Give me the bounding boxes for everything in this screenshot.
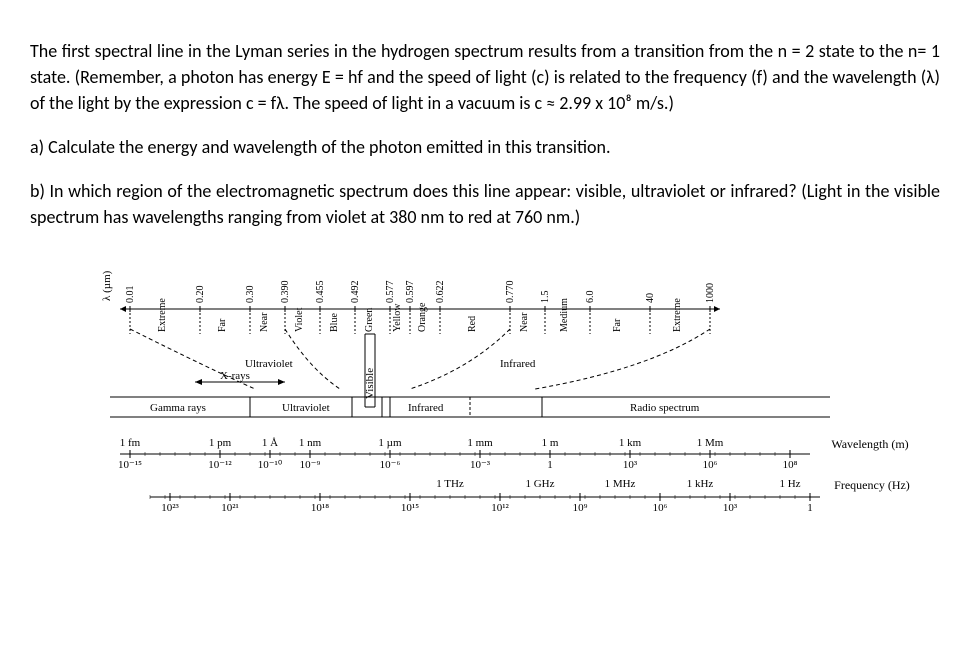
svg-text:0.01: 0.01 [125, 285, 136, 303]
xrays-label: X-rays [220, 370, 250, 382]
svg-text:0.770: 0.770 [505, 280, 516, 303]
svg-text:1 km: 1 km [619, 437, 642, 449]
svg-text:40: 40 [645, 293, 656, 303]
svg-text:Orange: Orange [417, 302, 428, 332]
svg-text:10⁻¹⁵: 10⁻¹⁵ [118, 459, 142, 471]
svg-text:Medium: Medium [559, 297, 570, 331]
svg-text:10¹⁵: 10¹⁵ [401, 502, 419, 514]
svg-text:10¹²: 10¹² [491, 502, 509, 514]
svg-text:Violet: Violet [294, 307, 305, 332]
svg-text:Red: Red [467, 315, 478, 331]
svg-text:1: 1 [547, 459, 553, 471]
ir-label: Infrared [500, 358, 536, 370]
svg-text:10⁻¹²: 10⁻¹² [208, 459, 232, 471]
intro-paragraph: The first spectral line in the Lyman ser… [30, 38, 940, 116]
question-a: a) Calculate the energy and wavelength o… [30, 134, 940, 160]
spectrum-diagram: λ (µm) 0.01 0.20 0.30 0.390 0.455 0.492 0.577 0.… [30, 249, 940, 519]
svg-text:10⁻⁶: 10⁻⁶ [380, 459, 401, 471]
svg-text:Far: Far [612, 318, 623, 332]
svg-text:Extreme: Extreme [672, 297, 683, 331]
svg-text:0.20: 0.20 [195, 285, 206, 303]
svg-text:1 nm: 1 nm [299, 437, 322, 449]
svg-text:10⁻³: 10⁻³ [470, 459, 491, 471]
uv2-label: Ultraviolet [282, 402, 330, 414]
ir2-label: Infrared [408, 402, 444, 414]
svg-text:1 Å: 1 Å [262, 437, 278, 449]
svg-text:1 Hz: 1 Hz [779, 478, 800, 490]
svg-text:0.577: 0.577 [385, 280, 396, 303]
svg-text:1000: 1000 [705, 283, 716, 303]
gamma-label: Gamma rays [150, 402, 206, 414]
svg-text:Yellow: Yellow [392, 302, 403, 331]
svg-text:1 kHz: 1 kHz [687, 478, 714, 490]
svg-text:10⁹: 10⁹ [573, 502, 588, 514]
svg-text:0.622: 0.622 [435, 280, 446, 303]
svg-text:1 m: 1 m [542, 437, 559, 449]
svg-text:1 MHz: 1 MHz [605, 478, 636, 490]
svg-text:Green: Green [364, 307, 375, 331]
svg-text:1 pm: 1 pm [209, 437, 232, 449]
svg-text:Frequency (Hz): Frequency (Hz) [834, 478, 910, 492]
svg-text:Far: Far [217, 318, 228, 332]
question-b: b) In which region of the electromagneti… [30, 178, 940, 230]
svg-text:10⁶: 10⁶ [653, 502, 668, 514]
svg-text:Near: Near [259, 311, 270, 331]
svg-text:1 GHz: 1 GHz [525, 478, 554, 490]
svg-text:Near: Near [519, 311, 530, 331]
svg-text:0.390: 0.390 [280, 280, 291, 303]
svg-text:1.5: 1.5 [540, 290, 551, 303]
radio-label: Radio spectrum [630, 402, 700, 414]
svg-text:10⁶: 10⁶ [703, 459, 718, 471]
visible-label: Visible [364, 367, 376, 398]
svg-text:0.30: 0.30 [245, 285, 256, 303]
svg-text:1: 1 [807, 502, 813, 514]
svg-text:Extreme: Extreme [157, 297, 168, 331]
svg-text:10⁸: 10⁸ [783, 459, 798, 471]
svg-text:10¹⁸: 10¹⁸ [311, 502, 329, 514]
svg-text:10⁻⁹: 10⁻⁹ [300, 459, 321, 471]
uv-label: Ultraviolet [245, 358, 293, 370]
svg-text:10³: 10³ [623, 459, 638, 471]
svg-text:Blue: Blue [329, 312, 340, 331]
svg-text:λ (µm): λ (µm) [101, 270, 113, 301]
svg-text:1 µm: 1 µm [378, 437, 402, 449]
svg-text:0.597: 0.597 [405, 280, 416, 303]
svg-text:10²¹: 10²¹ [221, 502, 239, 514]
svg-text:10⁻¹⁰: 10⁻¹⁰ [258, 459, 283, 471]
svg-text:1 Mm: 1 Mm [697, 437, 724, 449]
svg-text:1 THz: 1 THz [436, 478, 464, 490]
svg-text:6.0: 6.0 [585, 290, 596, 303]
svg-text:10²³: 10²³ [161, 502, 179, 514]
svg-text:1 mm: 1 mm [467, 437, 493, 449]
svg-text:0.455: 0.455 [315, 280, 326, 303]
svg-text:0.492: 0.492 [350, 280, 361, 303]
svg-text:Wavelength (m): Wavelength (m) [831, 437, 908, 451]
svg-text:1 fm: 1 fm [120, 437, 141, 449]
svg-text:10³: 10³ [723, 502, 738, 514]
